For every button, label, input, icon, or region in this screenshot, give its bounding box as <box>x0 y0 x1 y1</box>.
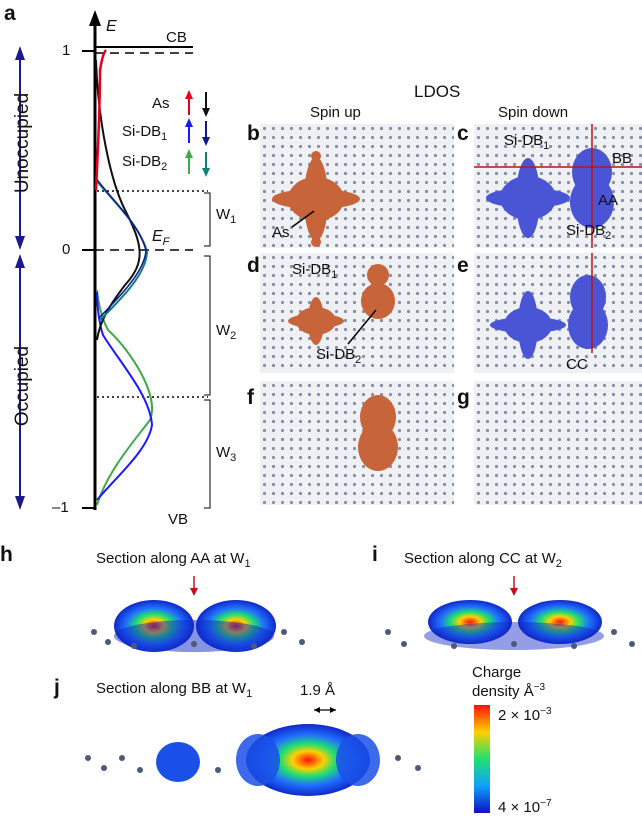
ldos-panel-e <box>474 253 642 373</box>
dos-plot <box>15 10 211 510</box>
section-h-plot <box>91 576 305 652</box>
annotation-aa: AA <box>598 192 619 209</box>
annotation-as: As <box>272 224 290 241</box>
window-w1: W1 <box>216 206 237 226</box>
cb-label: CB <box>166 29 187 46</box>
legend-sidb2: Si-DB2 <box>122 153 168 173</box>
section-i-title: Section along CC at W2 <box>404 550 562 570</box>
panel-label-b: b <box>247 122 260 145</box>
annotation-sidb2-c: Si-DB2 <box>566 222 612 242</box>
annotation-sidb1-d: Si-DB1 <box>292 261 338 281</box>
panel-label-j: j <box>54 676 60 699</box>
colorbar <box>474 705 490 813</box>
spin-up-header: Spin up <box>310 104 361 121</box>
unoccupied-label: Unoccupied <box>12 92 33 194</box>
ldos-panel-f <box>260 381 454 505</box>
panel-label-h: h <box>0 543 13 566</box>
energy-axis-label: E <box>106 18 117 35</box>
legend-arrows <box>185 90 210 177</box>
legend-as: As <box>152 95 170 112</box>
colorbar-title-line1: Charge <box>472 664 522 681</box>
vb-label: VB <box>168 511 189 528</box>
spin-down-header: Spin down <box>498 104 569 121</box>
ldos-panel-g <box>474 381 642 505</box>
section-j-plot <box>85 707 421 796</box>
window-w3: W3 <box>216 444 237 464</box>
fermi-level-label: EF <box>152 228 170 248</box>
panel-label-d: d <box>247 254 260 277</box>
annotation-bb: BB <box>612 150 633 167</box>
tick-1: 1 <box>62 42 71 59</box>
red-dos-curve <box>94 49 107 191</box>
ldos-panel-d <box>260 253 454 373</box>
occupied-label: Occupied <box>12 345 33 427</box>
tick-0: 0 <box>62 241 71 258</box>
colorbar-title-line2: density Å−3 <box>472 682 546 700</box>
window-w2: W2 <box>216 322 237 342</box>
ldos-panel-c <box>474 124 642 248</box>
section-h-title: Section along AA at W1 <box>96 550 251 570</box>
panel-label-f: f <box>247 386 254 409</box>
panel-label-g: g <box>457 386 470 409</box>
annotation-sidb1-c: Si-DB1 <box>504 132 550 152</box>
blue-dos-curve <box>96 291 154 501</box>
legend-sidb1: Si-DB1 <box>122 123 168 143</box>
annotation-sidb2-d: Si-DB2 <box>316 346 362 366</box>
panel-label-e: e <box>457 254 469 277</box>
distance-label: 1.9 Å <box>300 682 336 699</box>
section-i-plot <box>385 576 635 650</box>
tick-minus1: –1 <box>52 499 69 516</box>
panel-label-a: a <box>4 2 16 25</box>
colorbar-min: 4 × 10−7 <box>498 798 552 816</box>
annotation-cc: CC <box>566 356 588 373</box>
section-j-title: Section along BB at W1 <box>96 680 253 700</box>
colorbar-max: 2 × 10−3 <box>498 706 552 724</box>
ldos-title: LDOS <box>414 82 461 101</box>
panel-label-c: c <box>457 122 469 145</box>
panel-label-i: i <box>372 543 378 566</box>
green-dos-curve <box>96 289 153 506</box>
darkblue-dos-curve <box>95 177 147 319</box>
